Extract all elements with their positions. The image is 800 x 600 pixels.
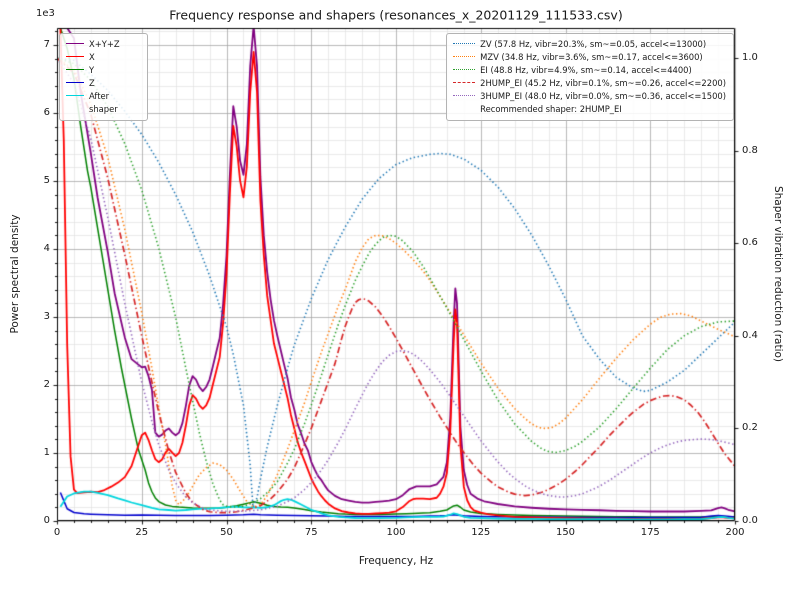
legend-line-2hump-ei [453,82,476,83]
legend-entry-after-shaper: After shaper [66,90,140,116]
legend-label-zv: ZV (57.8 Hz, vibr=20.3%, sm~=0.05, accel… [480,39,707,49]
legend-line-y [66,69,84,70]
y-right-tick-label: 0.0 [742,515,758,526]
legend-entry-zv: ZV (57.8 Hz, vibr=20.3%, sm~=0.05, accel… [453,38,726,51]
y-left-tick-label: 5 [43,175,50,186]
y-left-tick-label: 1 [43,447,50,458]
legend-entry-3hump-ei: 3HUMP_EI (48.0 Hz, vibr=0.0%, sm~=0.36, … [453,90,726,103]
legend-entry-xyz: X+Y+Z [66,38,140,51]
legend-entry-ei: EI (48.8 Hz, vibr=4.9%, sm~=0.14, accel<… [453,64,726,77]
legend-label-x: X [89,52,95,62]
y-axis-offset-text: 1e3 [36,8,55,19]
legend-line-mzv [453,56,476,57]
y-right-tick-label: 0.6 [742,237,758,249]
legend-line-3hump-ei [453,95,476,96]
x-tick-label: 125 [471,527,491,538]
y-left-tick-label: 0 [43,515,50,526]
x-tick-label: 25 [135,527,149,538]
legend-recommended-note: Recommended shaper: 2HUMP_EI [480,104,622,114]
y-right-tick-label: 0.4 [742,329,758,341]
x-tick-label: 175 [640,527,660,538]
x-tick-label: 200 [725,527,745,538]
legend-line-after-shaper [66,95,84,96]
x-tick-label: 100 [386,527,406,538]
x-tick-label: 75 [304,527,318,538]
y-left-tick-label: 6 [43,107,50,118]
legend-label-ei: EI (48.8 Hz, vibr=4.9%, sm~=0.14, accel<… [480,65,692,75]
y-right-tick-label: 1.0 [742,52,758,64]
x-tick-label: 50 [220,527,233,538]
x-axis-label: Frequency, Hz [358,555,434,567]
legend-label-after-shaper: After shaper [89,91,118,114]
chart-title: Frequency response and shapers (resonanc… [169,7,623,23]
legend-label-3hump-ei: 3HUMP_EI (48.0 Hz, vibr=0.0%, sm~=0.36, … [480,91,726,101]
legend-line-xyz [66,43,84,44]
y-left-tick-label: 4 [43,243,50,254]
legend-shapers: ZV (57.8 Hz, vibr=20.3%, sm~=0.05, accel… [446,33,734,121]
legend-label-z: Z [89,78,95,88]
legend-line-ei [453,69,476,70]
y-left-tick-label: 2 [43,379,50,390]
legend-entry-y: Y [66,64,140,77]
legend-label-mzv: MZV (34.8 Hz, vibr=3.6%, sm~=0.17, accel… [480,52,703,62]
y-left-tick-label: 7 [43,39,50,50]
legend-entry-z: Z [66,77,140,90]
legend-label-xyz: X+Y+Z [89,39,120,49]
legend-line-z [66,82,84,83]
legend-label-y: Y [89,65,95,75]
legend-entry-2hump-ei: 2HUMP_EI (45.2 Hz, vibr=0.1%, sm~=0.26, … [453,77,726,90]
y-left-tick-label: 3 [43,311,50,322]
legend-line-zv [453,43,476,44]
legend-label-2hump-ei: 2HUMP_EI (45.2 Hz, vibr=0.1%, sm~=0.26, … [480,78,726,88]
legend-entry-mzv: MZV (34.8 Hz, vibr=3.6%, sm~=0.17, accel… [453,51,726,64]
legend-entry-x: X [66,51,140,64]
x-tick-label: 0 [53,527,61,538]
y-right-tick-label: 0.8 [742,144,758,156]
y-right-tick-label: 0.2 [742,422,758,434]
y-left-axis-label: Power spectral density [9,214,21,334]
x-tick-label: 150 [555,527,576,538]
y-right-axis-label: Shaper vibration reduction (ratio) [772,185,784,363]
legend-psd: X+Y+Z X Y Z After shaper [59,33,148,121]
legend-line-x [66,56,84,57]
